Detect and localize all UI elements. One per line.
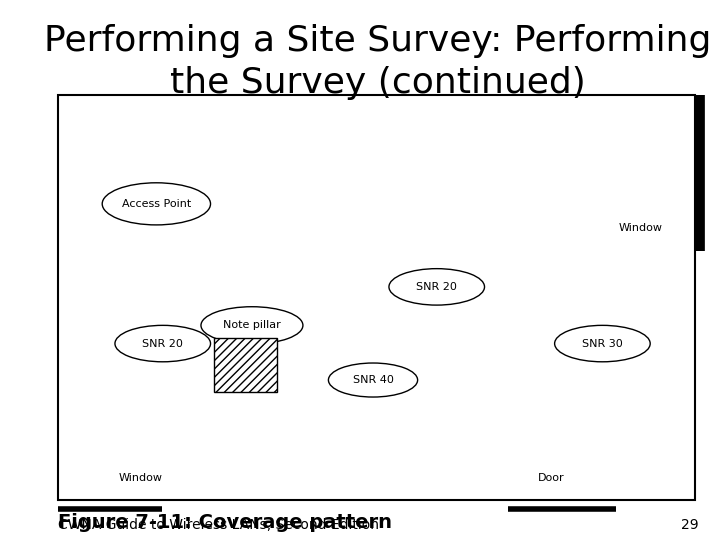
Text: Access Point: Access Point xyxy=(122,199,191,209)
Ellipse shape xyxy=(201,307,303,344)
Text: SNR 20: SNR 20 xyxy=(416,282,457,292)
Text: SNR 20: SNR 20 xyxy=(143,339,183,349)
Text: Note pillar: Note pillar xyxy=(223,320,281,330)
Text: Performing a Site Survey: Performing
the Survey (continued): Performing a Site Survey: Performing the… xyxy=(45,24,711,100)
Ellipse shape xyxy=(115,325,210,362)
Ellipse shape xyxy=(389,268,485,305)
Text: Door: Door xyxy=(538,473,564,483)
Text: Window: Window xyxy=(118,473,163,483)
Text: CWNA Guide to Wireless LANs, Second Edition: CWNA Guide to Wireless LANs, Second Edit… xyxy=(58,518,379,532)
Text: SNR 40: SNR 40 xyxy=(353,375,393,385)
Text: SNR 30: SNR 30 xyxy=(582,339,623,349)
Ellipse shape xyxy=(328,363,418,397)
Ellipse shape xyxy=(554,325,650,362)
Text: Window: Window xyxy=(618,223,662,233)
Ellipse shape xyxy=(102,183,210,225)
Text: 29: 29 xyxy=(681,518,698,532)
Bar xyxy=(58,94,695,500)
Bar xyxy=(214,338,277,392)
Text: Figure 7-11: Coverage pattern: Figure 7-11: Coverage pattern xyxy=(58,513,392,532)
